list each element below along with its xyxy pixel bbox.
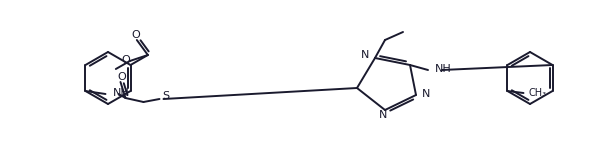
Text: O: O (132, 30, 140, 40)
Text: N: N (422, 89, 430, 99)
Text: O: O (121, 55, 130, 65)
Text: N: N (379, 110, 387, 120)
Text: N: N (360, 50, 369, 60)
Text: NH: NH (435, 64, 452, 74)
Text: CH₃: CH₃ (529, 88, 547, 98)
Text: S: S (162, 91, 170, 101)
Text: O: O (117, 72, 126, 82)
Text: NH: NH (113, 88, 129, 98)
